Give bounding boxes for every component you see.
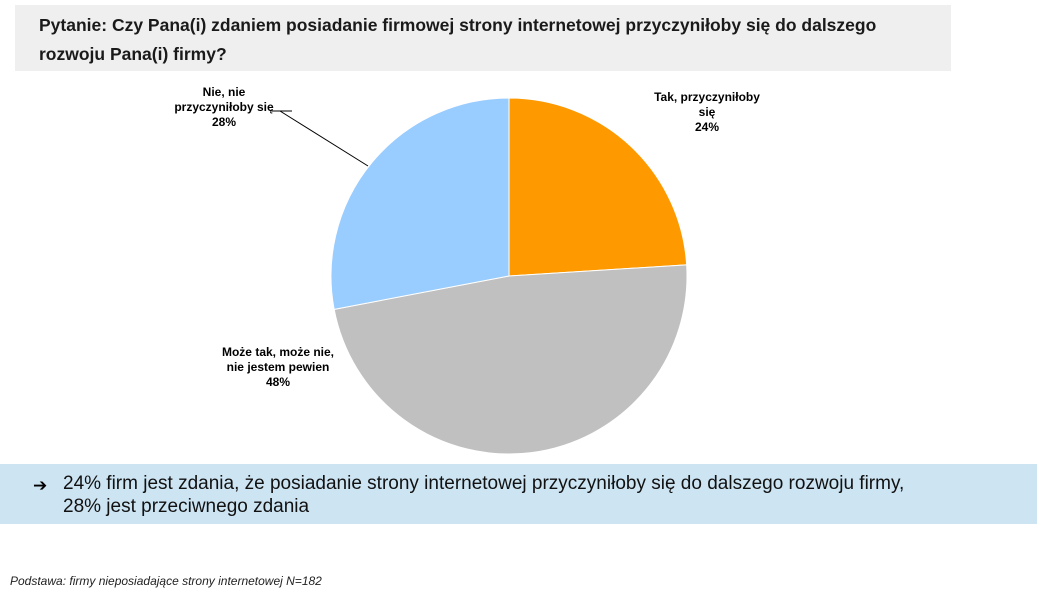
slice-label-0: Tak, przyczyniłoby się 24%	[654, 90, 760, 134]
pie-labels: Tak, przyczyniłoby się 24% Może tak, może n…	[174, 85, 760, 389]
pie-chart: Tak, przyczyniłoby się 24% Może tak, może n…	[174, 85, 760, 455]
question-text: Pytanie: Czy Pana(i) zdaniem posiadanie …	[39, 11, 939, 69]
leader-line	[279, 110, 369, 167]
conclusion-box: ➔ 24% firm jest zdania, że posiadanie st…	[0, 464, 1037, 524]
slice-category-label: Nie, nie	[203, 85, 246, 99]
pie-slices	[330, 97, 688, 455]
question-box: Pytanie: Czy Pana(i) zdaniem posiadanie …	[15, 5, 951, 71]
slice-label-2: Nie, nie przyczyniłoby się 28%	[174, 85, 274, 129]
pie-slice-0	[508, 97, 688, 277]
slice-category-label: nie jestem pewien	[227, 360, 330, 374]
slice-category-label: przyczyniłoby się	[174, 100, 274, 114]
conclusion-line-2: 28% jest przeciwnego zdania	[63, 496, 310, 517]
slice-category-label: Może tak, może nie,	[222, 345, 334, 359]
conclusion-line-1: 24% firm jest zdania, że posiadanie stro…	[63, 473, 905, 494]
question-line-2: rozwoju Pana(i) firmy?	[39, 44, 227, 64]
slice-value-label: 24%	[695, 120, 719, 134]
slice-category-label: Tak, przyczyniłoby	[654, 90, 760, 104]
slice-value-label: 48%	[266, 375, 290, 389]
slice-category-label: się	[699, 105, 716, 119]
question-line-1: Pytanie: Czy Pana(i) zdaniem posiadanie …	[39, 15, 877, 35]
slice-label-1: Może tak, może nie, nie jestem pewien 48%	[222, 345, 334, 389]
pie-slice-2	[330, 97, 510, 310]
arrow-icon: ➔	[33, 476, 48, 495]
slice-value-label: 28%	[212, 115, 236, 129]
footnote: Podstawa: firmy nieposiadające strony in…	[10, 574, 322, 588]
conclusion-text: 24% firm jest zdania, że posiadanie stro…	[63, 472, 1023, 518]
pie-slice-1	[333, 264, 688, 455]
